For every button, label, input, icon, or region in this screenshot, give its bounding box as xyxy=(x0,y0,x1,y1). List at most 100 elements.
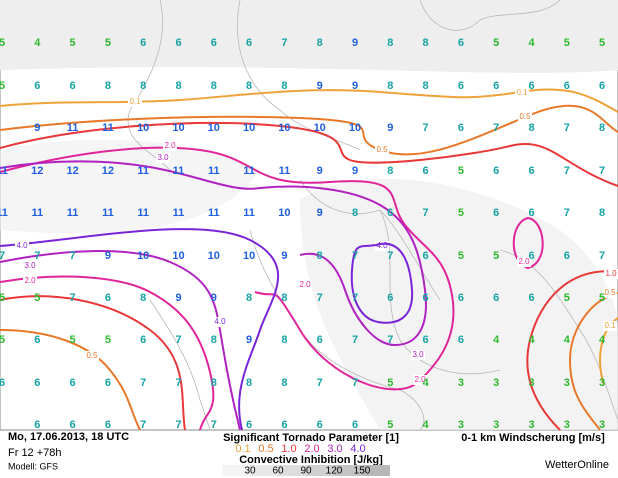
shear-value: 10 xyxy=(278,207,290,219)
shear-value: 6 xyxy=(70,80,76,92)
shear-value: 11 xyxy=(67,207,79,219)
shear-value: 6 xyxy=(423,292,429,304)
shear-value: 6 xyxy=(352,419,358,431)
shear-value: 6 xyxy=(528,165,534,177)
shear-value: 7 xyxy=(352,334,358,346)
contour-label-bg xyxy=(23,276,37,286)
shear-value: 6 xyxy=(493,165,499,177)
contour-line xyxy=(526,270,618,431)
shear-value: 6 xyxy=(528,292,534,304)
shear-value: 6 xyxy=(599,80,605,92)
contour-label: 0.1 xyxy=(604,321,616,330)
contour-label-bg xyxy=(604,269,618,279)
shear-value: 6 xyxy=(34,334,40,346)
shear-value: 10 xyxy=(243,122,255,134)
cin-swatch xyxy=(222,465,250,476)
contour-label-bg xyxy=(163,141,177,151)
shear-value: 6 xyxy=(528,80,534,92)
shear-value: 9 xyxy=(105,250,111,262)
shear-value: 8 xyxy=(246,292,252,304)
shear-value: 6 xyxy=(34,377,40,389)
shear-value: 5 xyxy=(387,377,393,389)
shear-value: 7 xyxy=(599,165,605,177)
shear-value: 7 xyxy=(387,250,393,262)
cin-label: 90 xyxy=(300,466,312,477)
shear-value: 12 xyxy=(102,165,114,177)
shear-value: 3 xyxy=(528,377,534,389)
shear-value: 11 xyxy=(67,122,79,134)
shear-value: 7 xyxy=(175,334,181,346)
shear-value: 11 xyxy=(0,165,8,177)
cin-label: 120 xyxy=(326,466,343,477)
contour-label: 4.0 xyxy=(376,241,388,250)
shear-value: 11 xyxy=(208,207,220,219)
shear-value: 5 xyxy=(458,165,464,177)
contour-label-bg xyxy=(603,321,617,331)
shear-value: 9 xyxy=(246,334,252,346)
contour-label: 3.0 xyxy=(412,350,424,359)
shear-value: 8 xyxy=(387,165,393,177)
shear-value: 6 xyxy=(423,250,429,262)
shear-value: 6 xyxy=(458,37,464,49)
contour-label: 2.0 xyxy=(414,375,426,384)
shear-value: 8 xyxy=(423,37,429,49)
shear-value: 4 xyxy=(528,334,535,346)
shear-value: 11 xyxy=(102,207,114,219)
shear-value: 8 xyxy=(211,377,217,389)
shear-value: 5 xyxy=(0,80,5,92)
shear-value: 11 xyxy=(279,165,291,177)
shear-value: 4 xyxy=(423,377,430,389)
shear-value: 7 xyxy=(352,377,358,389)
shear-value: 12 xyxy=(66,165,78,177)
contour-label-bg xyxy=(15,241,29,251)
shear-value: 9 xyxy=(175,292,181,304)
contour-label: 0.5 xyxy=(376,145,388,154)
shear-value: 10 xyxy=(243,250,255,262)
contour-label: 0.5 xyxy=(86,351,98,360)
shear-value: 10 xyxy=(137,250,149,262)
shear-value: 9 xyxy=(317,165,323,177)
shear-value: 10 xyxy=(172,122,184,134)
cin-swatch xyxy=(362,465,390,476)
shear-value: 6 xyxy=(317,419,323,431)
contour-label-bg xyxy=(515,88,529,98)
contour-label-bg xyxy=(518,112,532,122)
shear-title: 0-1 km Windscherung [m/s] xyxy=(461,432,605,444)
contours: 0.1 0.1 0.1 0.5 0.5 0.5 0.5 1.0 2.0 2.0 2.0 2.0 2.0 3… xyxy=(0,88,618,431)
stp-level: 4.0 xyxy=(350,443,365,455)
contour-line xyxy=(0,121,618,187)
shear-value: 8 xyxy=(105,80,111,92)
shear-value: 7 xyxy=(317,292,323,304)
shear-value: 8 xyxy=(387,80,393,92)
shear-value: 9 xyxy=(352,37,358,49)
shear-value: 11 xyxy=(137,165,149,177)
shear-value: 6 xyxy=(564,250,570,262)
stp-level: 0.5 xyxy=(258,443,273,455)
shear-value: 4 xyxy=(564,334,571,346)
shear-value: 8 xyxy=(352,207,358,219)
shear-value: 6 xyxy=(246,419,252,431)
shear-value: 3 xyxy=(458,419,464,431)
shear-value: 12 xyxy=(31,165,43,177)
shear-value: 7 xyxy=(564,165,570,177)
shear-value: 7 xyxy=(564,122,570,134)
shear-value: 6 xyxy=(458,122,464,134)
shear-value: 8 xyxy=(317,37,323,49)
shear-value: 7 xyxy=(423,207,429,219)
contour-line xyxy=(0,295,186,431)
shear-value: 5 xyxy=(493,37,499,49)
contour-line xyxy=(0,329,141,431)
shear-value: 6 xyxy=(246,37,252,49)
shear-value: 5 xyxy=(564,292,570,304)
contour-label-bg xyxy=(375,145,389,155)
shear-value: 11 xyxy=(137,207,149,219)
shear-value: 3 xyxy=(599,377,605,389)
shear-value: 7 xyxy=(423,122,429,134)
stp-level: 2.0 xyxy=(304,443,319,455)
contour-label-bg xyxy=(85,351,99,361)
shear-value: 6 xyxy=(34,419,40,431)
shear-value: 8 xyxy=(599,207,605,219)
cin-label: 150 xyxy=(354,466,371,477)
shear-value: 7 xyxy=(34,250,40,262)
contour-label-bg xyxy=(298,280,312,290)
